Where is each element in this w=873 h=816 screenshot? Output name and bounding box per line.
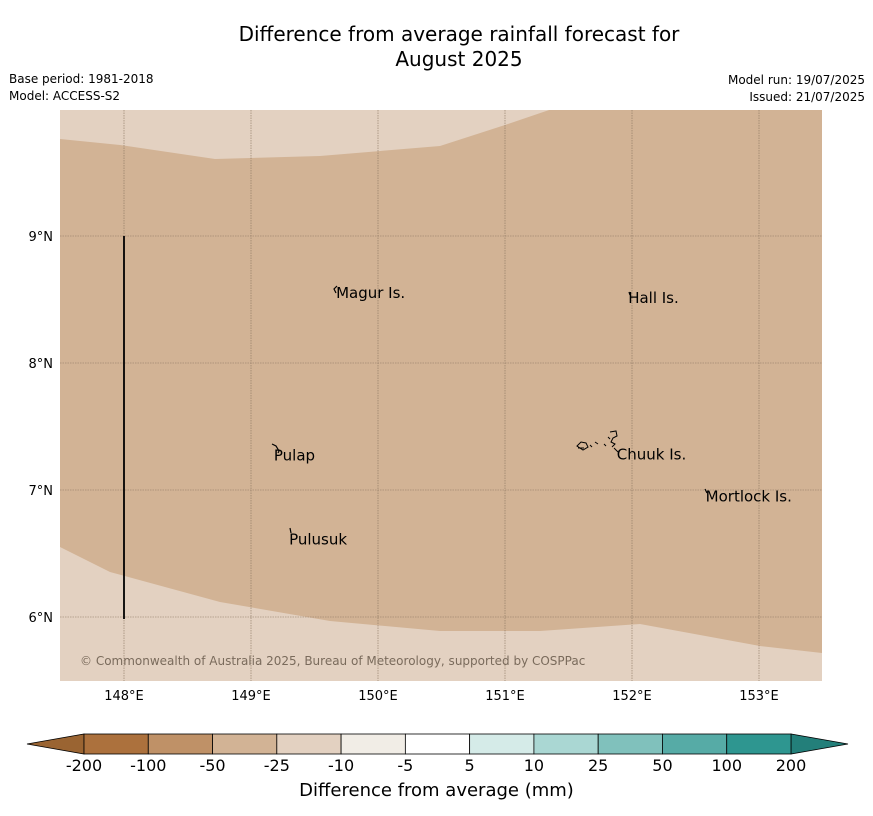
colorbar-cell-9: [662, 733, 728, 755]
colorbar-tick-5: -5: [397, 756, 413, 775]
main-category-region: [60, 110, 822, 653]
title-line-1: Difference from average rainfall forecas…: [238, 22, 680, 46]
base-period: Base period: 1981-2018: [9, 72, 154, 86]
colorbar-cell-5: [404, 733, 471, 755]
lon-label-1: 149°E: [231, 689, 271, 704]
colorbar-tick-11: 200: [776, 756, 807, 775]
colorbar-cell-2: [212, 733, 278, 755]
colorbar-tick-7: 10: [524, 756, 544, 775]
colorbar-tick-9: 50: [652, 756, 672, 775]
place-label-4: Mortlock Is.: [706, 487, 792, 505]
lat-label-0: 9°N: [29, 230, 54, 245]
colorbar-label: Difference from average (mm): [299, 780, 574, 801]
islands: [271, 285, 708, 534]
colorbar-tick-10: 100: [711, 756, 742, 775]
lon-label-2: 150°E: [358, 689, 398, 704]
title-line-2: August 2025: [395, 47, 523, 71]
lat-label-2: 7°N: [29, 484, 54, 499]
colorbar-cell-7: [533, 733, 599, 755]
magur-island-shape: [333, 285, 338, 294]
place-labels: Magur Is. Hall Is. Pulap Chuuk Is. Mortlock …: [274, 284, 792, 548]
place-label-3: Chuuk Is.: [617, 445, 686, 463]
lon-label-3: 151°E: [485, 689, 525, 704]
latitude-labels: 9°N 8°N 7°N 6°N: [29, 230, 54, 626]
colorbar-under-arrow: [26, 733, 85, 755]
colorbar-over-arrow: [790, 733, 849, 755]
issued-date: Issued: 21/07/2025: [749, 90, 865, 104]
lat-label-1: 8°N: [29, 357, 54, 372]
colorbar-cell-10: [726, 733, 792, 755]
colorbar-tick-3: -25: [264, 756, 290, 775]
lat-label-3: 6°N: [29, 611, 54, 626]
chart-title: Difference from average rainfall forecas…: [0, 22, 873, 72]
colorbar-tick-2: -50: [199, 756, 225, 775]
meta-right: Model run: 19/07/2025 Issued: 21/07/2025: [728, 72, 865, 106]
copyright-notice: © Commonwealth of Australia 2025, Bureau…: [80, 654, 585, 668]
colorbar-cells: [26, 733, 849, 755]
pulusuk-island-shape: [289, 527, 292, 534]
model-name: Model: ACCESS-S2: [9, 89, 121, 103]
colorbar-tick-labels: -200 -100 -50 -25 -10 -5 5 10 25 50 100 200: [66, 756, 806, 775]
colorbar-cell-4: [340, 733, 406, 755]
lon-label-0: 148°E: [104, 689, 144, 704]
place-label-5: Pulusuk: [289, 531, 347, 549]
colorbar-cell-3: [276, 733, 342, 755]
model-run: Model run: 19/07/2025: [727, 73, 865, 87]
lon-label-5: 153°E: [739, 689, 779, 704]
colorbar: -200 -100 -50 -25 -10 -5 5 10 25 50 100 200: [26, 733, 849, 775]
colorbar-tick-0: -200: [66, 756, 102, 775]
colorbar-tick-1: -100: [130, 756, 166, 775]
map-area: Magur Is. Hall Is. Pulap Chuuk Is. Mortlock …: [60, 110, 822, 681]
chuuk-islands-shape: [576, 430, 619, 453]
pulap-island-shape: [271, 443, 280, 454]
colorbar-tick-8: 25: [588, 756, 608, 775]
lon-label-4: 152°E: [612, 689, 652, 704]
hall-island-shape: [628, 291, 631, 296]
longitude-labels: 148°E 149°E 150°E 151°E 152°E 153°E: [104, 689, 779, 704]
colorbar-tick-4: -10: [328, 756, 354, 775]
colorbar-cell-1: [147, 733, 213, 755]
place-label-1: Hall Is.: [628, 289, 679, 307]
colorbar-cell-0: [83, 733, 149, 755]
place-label-2: Pulap: [274, 447, 315, 465]
colorbar-cell-8: [597, 733, 663, 755]
map: Magur Is. Hall Is. Pulap Chuuk Is. Mortlock …: [29, 110, 822, 704]
place-label-0: Magur Is.: [336, 284, 405, 302]
colorbar-cell-6: [469, 733, 535, 755]
meta-left: Base period: 1981-2018 Model: ACCESS-S2: [9, 71, 154, 105]
mortlock-island-shape: [704, 488, 708, 494]
colorbar-tick-6: 5: [465, 756, 475, 775]
